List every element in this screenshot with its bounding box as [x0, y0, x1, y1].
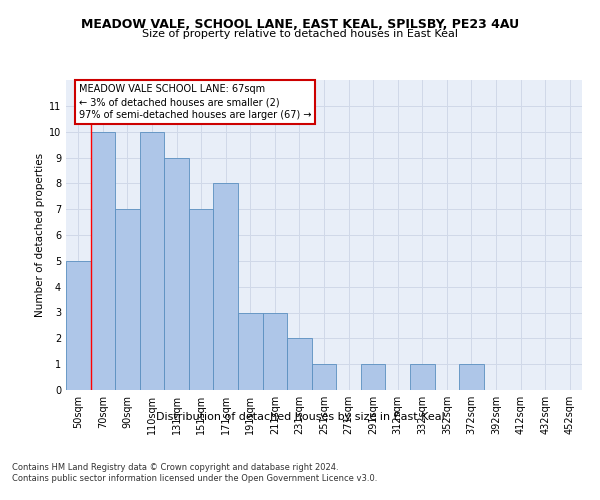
- Bar: [164, 158, 189, 390]
- Bar: [459, 364, 484, 390]
- Bar: [361, 364, 385, 390]
- Bar: [115, 209, 140, 390]
- Bar: [263, 312, 287, 390]
- Text: Contains HM Land Registry data © Crown copyright and database right 2024.: Contains HM Land Registry data © Crown c…: [12, 462, 338, 471]
- Text: Contains public sector information licensed under the Open Government Licence v3: Contains public sector information licen…: [12, 474, 377, 483]
- Bar: [410, 364, 434, 390]
- Text: Distribution of detached houses by size in East Keal: Distribution of detached houses by size …: [155, 412, 445, 422]
- Bar: [189, 209, 214, 390]
- Bar: [66, 261, 91, 390]
- Y-axis label: Number of detached properties: Number of detached properties: [35, 153, 45, 317]
- Text: MEADOW VALE SCHOOL LANE: 67sqm
← 3% of detached houses are smaller (2)
97% of se: MEADOW VALE SCHOOL LANE: 67sqm ← 3% of d…: [79, 84, 311, 120]
- Bar: [312, 364, 336, 390]
- Text: MEADOW VALE, SCHOOL LANE, EAST KEAL, SPILSBY, PE23 4AU: MEADOW VALE, SCHOOL LANE, EAST KEAL, SPI…: [81, 18, 519, 30]
- Bar: [287, 338, 312, 390]
- Text: Size of property relative to detached houses in East Keal: Size of property relative to detached ho…: [142, 29, 458, 39]
- Bar: [214, 184, 238, 390]
- Bar: [140, 132, 164, 390]
- Bar: [238, 312, 263, 390]
- Bar: [91, 132, 115, 390]
